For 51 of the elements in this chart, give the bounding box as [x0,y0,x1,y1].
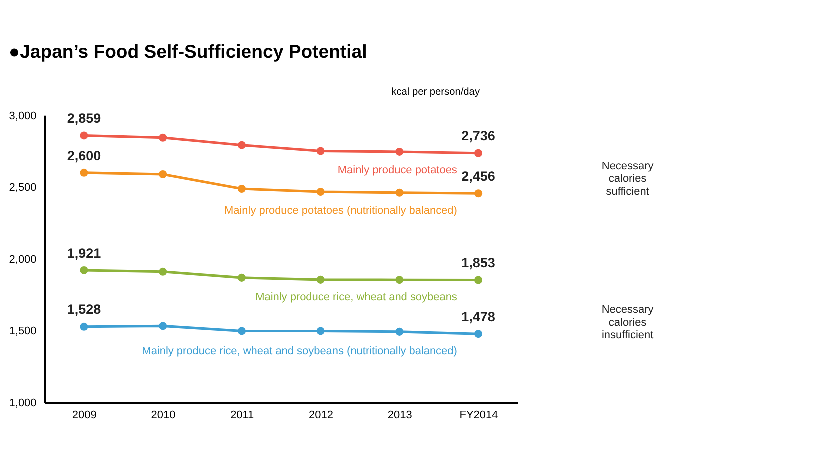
point [396,328,404,336]
series-label: Mainly produce rice, wheat and soybeans [256,292,458,304]
point [396,188,404,197]
chart-title: ●Japan’s Food Self-Sufficiency Potential [8,41,368,62]
data-label: 1,528 [67,302,102,318]
point [238,274,246,282]
point [159,134,168,142]
y-tick-label: 3,000 [9,110,37,122]
point [316,327,325,336]
x-tick-label: 2012 [309,409,334,422]
text: Necessary calories insufficient [602,304,654,342]
point [396,148,404,156]
point [159,170,168,179]
point [159,322,168,330]
series-label: Mainly produce rice, wheat and soybeans (nutritionally balanced) [142,345,458,358]
point [80,132,88,140]
point [316,188,325,196]
y-axis-title: kcal per person/day [392,86,481,98]
x-tick-label: 2010 [151,409,176,422]
point [159,268,168,276]
point [474,190,483,198]
series-label: Mainly produce potatoes [338,164,458,177]
y-tick-label: 1,500 [9,326,37,338]
y-tick-label: 1,000 [9,398,37,410]
point [80,266,88,274]
data-label: 2,736 [462,128,496,144]
x-tick-label: 2009 [72,409,97,422]
x-tick-label: FY2014 [460,409,498,422]
point [238,185,246,194]
data-label: 2,456 [462,168,496,184]
y-tick-label: 2,500 [9,182,37,194]
y-tick-label: 2,000 [9,254,37,266]
point [238,327,246,336]
series-label: Mainly produce potatoes (nutritionally balanced) [224,204,458,217]
text: Necessary calories sufficient [602,160,654,198]
point [474,276,483,284]
data-label: 2,600 [67,148,102,164]
point [80,322,88,331]
point [238,141,246,150]
point [474,330,483,338]
x-tick-label: 2013 [388,409,412,422]
data-label: 1,921 [67,246,102,261]
point [474,149,483,158]
data-label: 1,853 [462,256,496,271]
data-label: 1,478 [462,309,496,324]
point [396,276,404,284]
point [316,147,325,156]
point [80,168,88,177]
x-tick-label: 2011 [230,409,254,422]
data-label: 2,859 [67,111,102,126]
point [316,276,325,284]
